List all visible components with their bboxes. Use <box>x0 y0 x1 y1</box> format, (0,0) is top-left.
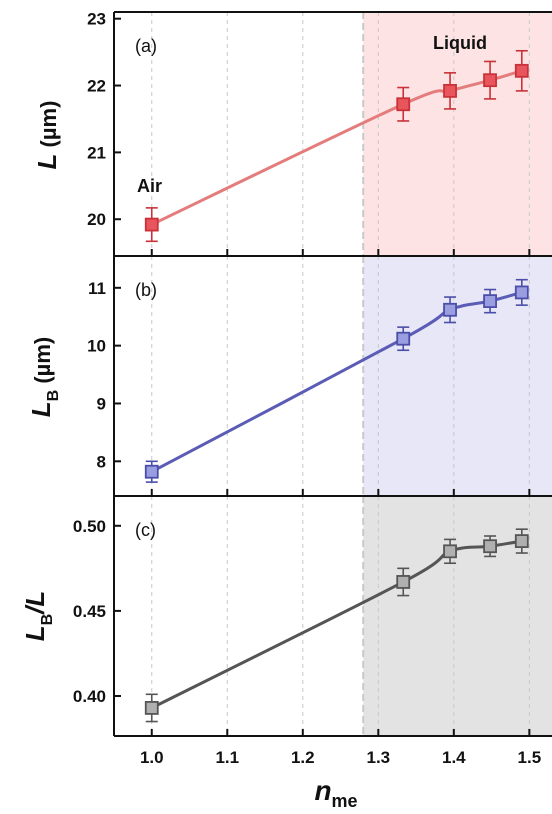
x-tick-label: 1.1 <box>215 748 239 767</box>
x-tick-label: 1.0 <box>140 748 164 767</box>
ylabel-a: L (µm) <box>32 101 62 170</box>
y-tick-label: 0.50 <box>73 517 106 536</box>
y-tick-label: 21 <box>87 143 106 162</box>
y-tick-label: 11 <box>88 279 106 298</box>
y-tick-label: 0.40 <box>73 687 106 706</box>
panel-b: 8 9 10 11 (b) <box>87 256 552 496</box>
x-tick-labels: 1.0 1.1 1.2 1.3 1.4 1.5 <box>140 748 541 767</box>
data-point <box>144 464 159 479</box>
data-point <box>514 285 529 300</box>
data-point <box>443 544 457 559</box>
data-point <box>144 701 159 715</box>
data-point <box>396 331 411 346</box>
data-point <box>443 302 457 317</box>
x-tick-label: 1.2 <box>291 748 315 767</box>
data-point <box>483 73 497 88</box>
y-tick-label: 10 <box>87 337 106 356</box>
ylabel-b: LB (µm) <box>26 337 62 417</box>
xlabel: nme <box>314 775 357 811</box>
data-point <box>396 97 411 112</box>
data-point <box>514 63 529 78</box>
annotation-liquid: Liquid <box>433 33 487 53</box>
y-tick-label: 9 <box>97 394 106 413</box>
x-tick-label: 1.5 <box>518 748 542 767</box>
data-point <box>514 534 529 549</box>
data-point <box>396 575 411 589</box>
y-tick-label: 22 <box>87 77 106 96</box>
frame <box>113 11 552 737</box>
panel-label-c: (c) <box>135 520 156 540</box>
liquid-region-c <box>363 496 552 736</box>
panel-a: 20 21 22 23 (a) Air Liquid <box>87 10 552 256</box>
ylabel-c: LB/L <box>20 591 56 642</box>
y-tick-label: 23 <box>87 10 106 29</box>
data-point <box>483 294 497 309</box>
data-point <box>144 217 159 232</box>
y-tick-label: 8 <box>97 452 106 471</box>
data-point <box>483 539 497 554</box>
data-point <box>443 83 457 98</box>
x-tick-label: 1.3 <box>366 748 390 767</box>
x-tick-label: 1.4 <box>442 748 466 767</box>
annotation-air: Air <box>137 176 162 196</box>
panel-c: 0.40 0.45 0.50 (c) <box>73 496 552 736</box>
y-tick-label: 20 <box>87 210 106 229</box>
panel-label-b: (b) <box>135 280 157 300</box>
y-tick-label: 0.45 <box>73 602 106 621</box>
panel-label-a: (a) <box>135 36 157 56</box>
liquid-region-a <box>363 12 552 256</box>
